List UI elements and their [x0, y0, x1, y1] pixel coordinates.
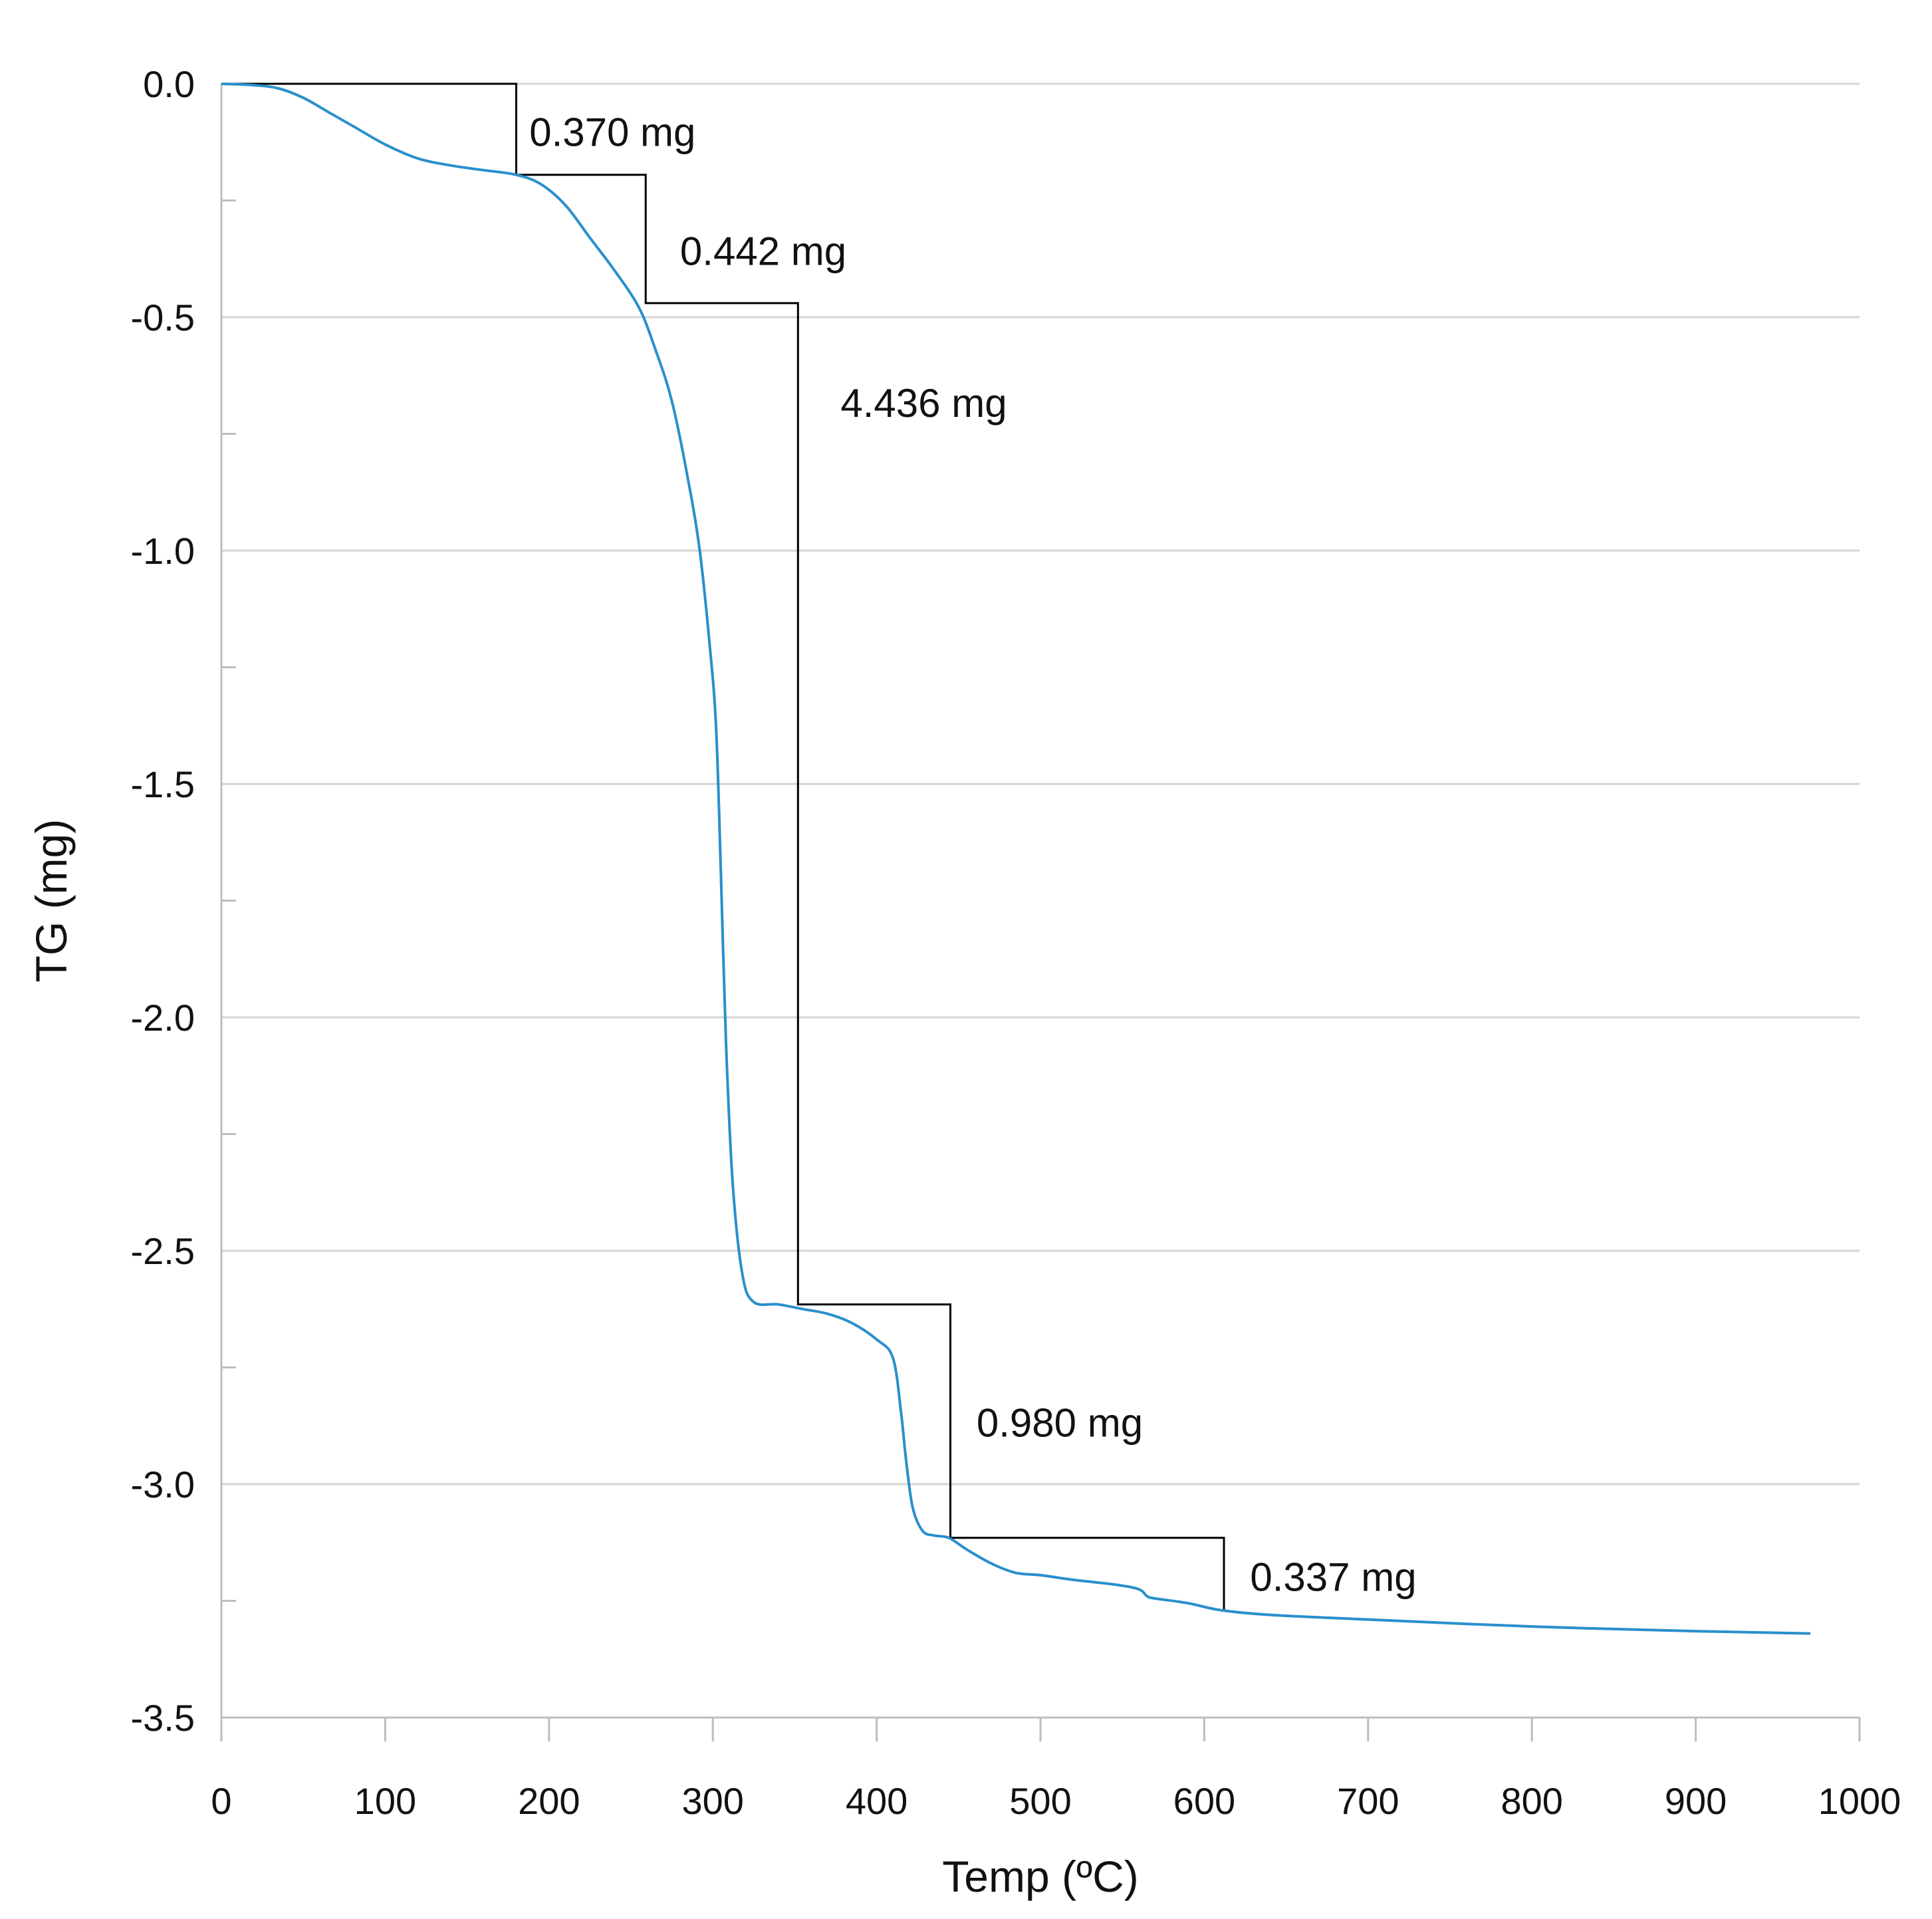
tg-series	[221, 82, 1811, 1635]
y-tick-label: -0.5	[131, 297, 195, 338]
mass-loss-steps	[221, 82, 1225, 1610]
axis-ticks	[220, 199, 1861, 1741]
y-tick-label: -1.5	[131, 763, 195, 805]
x-tick-label: 900	[1665, 1780, 1727, 1822]
x-tick-label: 800	[1501, 1780, 1562, 1822]
x-tick-label: 500	[1009, 1780, 1071, 1822]
y-tick-label: -3.5	[131, 1697, 195, 1739]
mass-loss-label-2: 4.436 mg	[840, 381, 1007, 426]
x-tick-label: 400	[846, 1780, 907, 1822]
x-tick-label: 100	[354, 1780, 416, 1822]
y-tick-label: -2.0	[131, 997, 195, 1039]
mass-loss-label-0: 0.370 mg	[529, 110, 695, 155]
y-tick-label: -2.5	[131, 1230, 195, 1272]
mass-loss-label-1: 0.442 mg	[680, 229, 846, 274]
y-tick-label: -1.0	[131, 530, 195, 572]
y-axis-title: TG (mg)	[27, 819, 76, 983]
x-tick-label: 600	[1173, 1780, 1235, 1822]
y-tick-label: 0.0	[143, 63, 195, 105]
chart-labels: 0 100 200 300 400 500 600 700 800 900 1000 0.0 -0.5 -…	[131, 63, 1901, 1822]
mass-loss-label-3: 0.980 mg	[977, 1401, 1143, 1446]
grid-lines	[221, 82, 1860, 1485]
x-tick-label: 200	[518, 1780, 580, 1822]
x-tick-label: 0	[211, 1780, 231, 1822]
y-tick-label: -3.0	[131, 1464, 195, 1505]
x-axis-title: Temp (ºC)	[942, 1852, 1138, 1901]
x-tick-label: 300	[681, 1780, 743, 1822]
x-tick-label: 700	[1337, 1780, 1399, 1822]
step-outline	[221, 82, 1225, 1610]
axes	[220, 84, 1860, 1719]
mass-loss-label-4: 0.337 mg	[1250, 1555, 1416, 1599]
x-tick-label: 1000	[1818, 1780, 1901, 1822]
tg-curve-0	[221, 82, 1811, 1635]
